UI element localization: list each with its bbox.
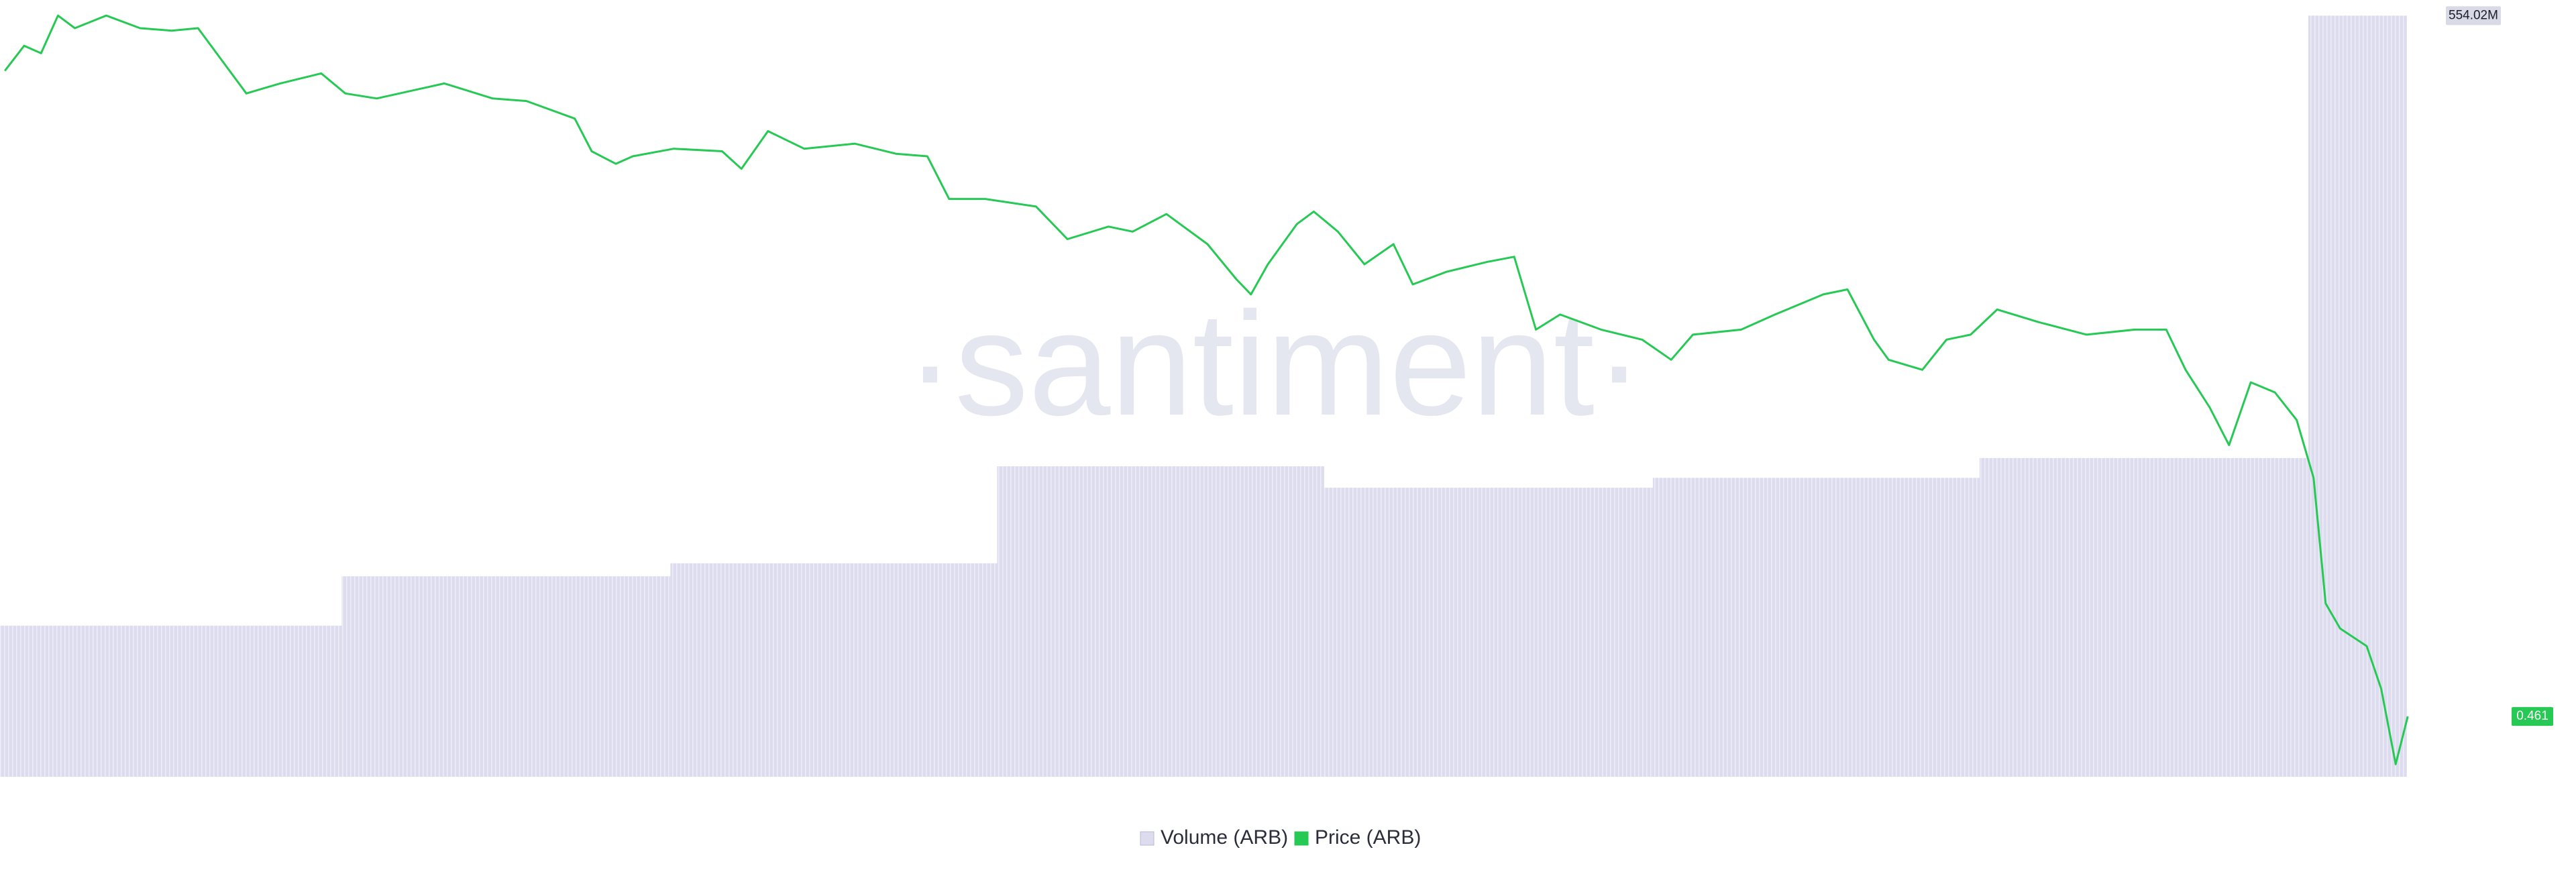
last-value-badge xyxy=(2446,6,2501,25)
volume-bar xyxy=(670,563,998,777)
legend-swatch xyxy=(1294,831,1309,846)
legend-label: Volume (ARB) xyxy=(1161,826,1288,849)
volume-bar xyxy=(341,576,671,777)
last-value-label: 0.461 xyxy=(2516,709,2548,723)
watermark: ·santiment· xyxy=(906,281,1644,446)
last-value-label: 554.02M xyxy=(2449,8,2498,22)
legend-label: Price (ARB) xyxy=(1315,826,1421,849)
volume-bar xyxy=(997,466,1324,777)
last-value-badge xyxy=(2512,707,2553,726)
volume-bar xyxy=(1979,457,2308,777)
volume-bar xyxy=(0,625,342,777)
price-line xyxy=(4,14,2409,765)
volume-bar xyxy=(1324,488,1653,777)
legend-swatch xyxy=(1140,831,1155,846)
volume-bar xyxy=(1652,478,1980,777)
volume-bar xyxy=(2308,15,2407,777)
